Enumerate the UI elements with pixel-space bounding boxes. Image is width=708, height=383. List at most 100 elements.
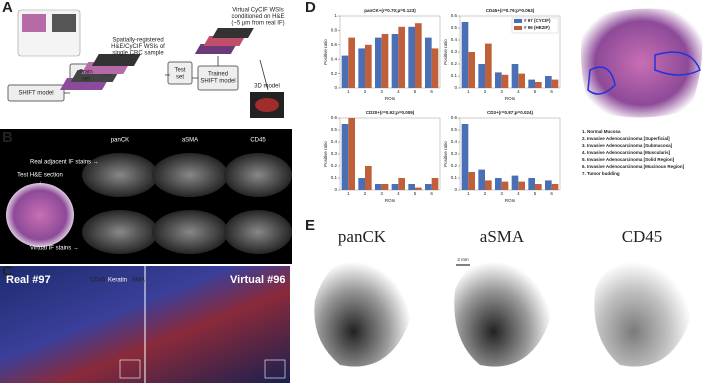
- y-tick-label: 0.4: [451, 139, 458, 144]
- label: CD45: [90, 278, 106, 284]
- if-image: [224, 210, 292, 254]
- x-tick-label: 3: [380, 191, 383, 196]
- label: (~5 µm from real IF): [231, 21, 284, 27]
- y-tick-label: 0: [454, 85, 457, 90]
- bar: [408, 26, 415, 88]
- bar: [415, 187, 422, 190]
- bar: [535, 184, 542, 190]
- y-axis-label: Positive ratio: [323, 141, 328, 167]
- label: Keratin: [108, 278, 127, 284]
- panel-label: E: [305, 217, 315, 234]
- bar: [501, 181, 509, 190]
- bar: [495, 72, 502, 88]
- he-thumb: [22, 14, 46, 32]
- bar: [461, 124, 469, 190]
- y-tick-label: 0.4: [331, 56, 338, 61]
- y-axis-label: Positive ratio: [323, 39, 328, 65]
- bar: [391, 34, 399, 88]
- panel-label: C: [2, 263, 13, 280]
- bar: [425, 37, 432, 88]
- y-tick-label: 0.5: [451, 25, 458, 30]
- scale-label: 2 mm: [457, 257, 469, 262]
- panel-label: A: [2, 0, 13, 16]
- x-tick-label: 5: [534, 89, 537, 94]
- y-axis-label: Positive ratio: [443, 39, 448, 65]
- bar: [545, 76, 552, 88]
- x-tick-label: 2: [484, 191, 487, 196]
- label: Virtual IF stains →: [30, 246, 79, 252]
- y-tick-label: 0.1: [451, 73, 458, 78]
- if-image: [152, 210, 228, 254]
- x-tick-label: 6: [550, 89, 553, 94]
- stack-slice: [91, 54, 141, 66]
- label: Test: [174, 68, 185, 74]
- label: Spatially-registered: [112, 38, 163, 44]
- bar: [348, 118, 355, 190]
- x-axis-label: ROIs: [385, 96, 396, 101]
- bar: [551, 79, 559, 88]
- y-tick-label: 0.5: [331, 127, 338, 132]
- legend-label: # 97 (CYCIF): [524, 18, 551, 23]
- region-item: 4. Invasive Adenocarcinoma [Muscularis]: [582, 150, 671, 155]
- legend-box: [511, 17, 559, 34]
- y-tick-label: 0.6: [331, 42, 338, 47]
- bar: [485, 180, 492, 190]
- label: Real #97: [6, 274, 51, 286]
- bar: [468, 172, 475, 190]
- label: SMA: [132, 278, 145, 284]
- bar: [528, 178, 535, 190]
- label: ↓: [39, 181, 42, 187]
- test-box: [167, 61, 193, 85]
- bar: [431, 178, 439, 190]
- bar: [381, 184, 389, 190]
- e-image: [594, 250, 693, 367]
- panel-a: [7, 9, 284, 118]
- y-tick-label: 0.3: [451, 49, 458, 54]
- if-image: [152, 153, 228, 197]
- x-tick-label: 5: [414, 191, 417, 196]
- y-tick-label: 0.4: [331, 139, 338, 144]
- y-tick-label: 0.2: [331, 71, 338, 76]
- bar: [478, 64, 485, 88]
- x-axis-label: ROIs: [505, 198, 516, 203]
- bar: [485, 43, 492, 88]
- bar: [511, 64, 519, 88]
- y-tick-label: 0.8: [331, 28, 338, 33]
- plot-frame: [339, 15, 441, 89]
- x-tick-label: 1: [467, 191, 470, 196]
- y-tick-label: 0: [454, 187, 457, 192]
- bar: [468, 52, 475, 88]
- x-tick-label: 4: [517, 89, 520, 94]
- label: Test H&E section: [17, 173, 63, 179]
- y-tick-label: 0.3: [451, 151, 458, 156]
- x-tick-label: 2: [364, 89, 367, 94]
- y-tick-label: 0.3: [331, 151, 338, 156]
- x-tick-label: 1: [347, 191, 350, 196]
- bar: [535, 82, 542, 88]
- label: CD45: [250, 138, 266, 144]
- x-tick-label: 1: [467, 89, 470, 94]
- bar: [431, 48, 439, 88]
- x-tick-label: 2: [364, 191, 367, 196]
- if-thumb: [52, 14, 76, 32]
- bar: [495, 178, 502, 190]
- y-tick-label: 0: [334, 85, 337, 90]
- if-image: [82, 210, 158, 254]
- label: 3D model: [254, 84, 280, 90]
- x-axis-label: ROIs: [385, 198, 396, 203]
- label: conditioned on H&E: [231, 14, 284, 20]
- legend-swatch: [514, 19, 522, 23]
- bar: [391, 184, 399, 190]
- bar: [341, 55, 349, 88]
- bar: [375, 184, 382, 190]
- label: Virtual CyCIF WSIs: [232, 8, 284, 14]
- bar: [518, 181, 525, 190]
- bar: [518, 73, 525, 88]
- x-tick-label: 5: [534, 191, 537, 196]
- x-tick-label: 2: [484, 89, 487, 94]
- y-tick-label: 0.1: [331, 175, 338, 180]
- inset: [264, 359, 286, 379]
- bar: [358, 178, 365, 190]
- bar: [415, 23, 422, 89]
